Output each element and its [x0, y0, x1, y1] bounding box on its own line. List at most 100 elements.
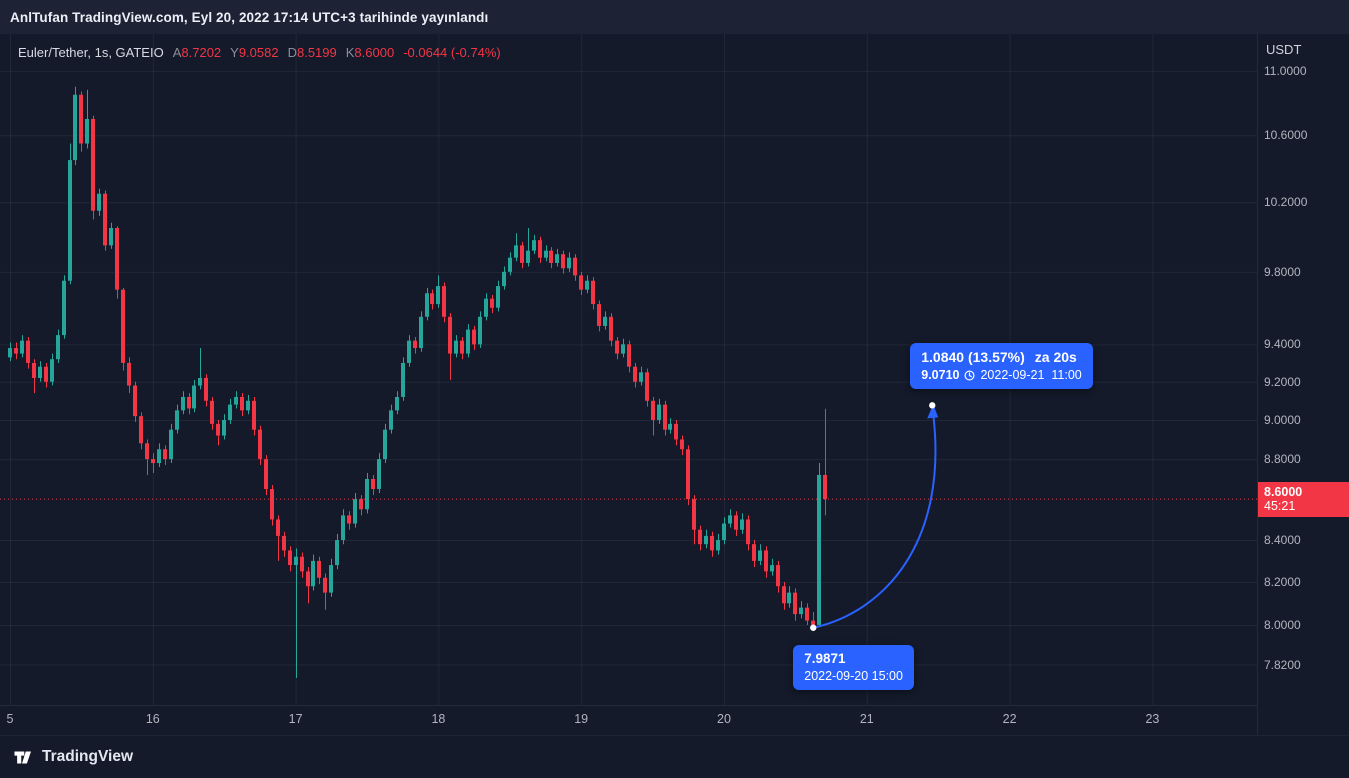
time-axis[interactable]: 5 16 17 18 19 20 21 22 23 — [0, 705, 1257, 735]
time-axis-label: 17 — [288, 712, 303, 726]
candle-body — [782, 586, 786, 604]
candle-body — [555, 254, 559, 263]
candle-body — [573, 257, 577, 276]
legend-close: K 8.6000 — [346, 45, 394, 60]
candle-body — [579, 275, 583, 290]
price-axis-label: 10.6000 — [1264, 128, 1308, 143]
candle-body — [163, 449, 167, 460]
projection-target-callout[interactable]: 1.0840 (13.57%) za 20s 9.0710 2022-09-21… — [910, 343, 1093, 390]
candle-body — [633, 366, 637, 382]
projection-change-row: 1.0840 (13.57%) za 20s — [921, 349, 1081, 365]
candle-body — [270, 489, 274, 520]
candle-body — [276, 519, 280, 536]
candle-body — [460, 340, 464, 354]
candle-body — [210, 400, 214, 424]
price-axis-label: 10.2000 — [1264, 195, 1308, 210]
candle-body — [187, 396, 191, 409]
candle-body — [216, 423, 220, 436]
candle-body — [335, 540, 339, 566]
candle-body — [746, 519, 750, 545]
candle-body — [91, 118, 95, 211]
candle-body — [793, 592, 797, 615]
candle-body — [734, 515, 738, 530]
candle-body — [668, 423, 672, 430]
candle-body — [728, 515, 732, 524]
candle-body — [567, 257, 571, 269]
candle-body — [770, 565, 774, 572]
projection-target-price: 9.0710 — [921, 368, 960, 383]
clock-icon — [964, 370, 975, 381]
candle-body — [484, 298, 488, 317]
low-datetime-row: 2022-09-20 15:00 — [804, 669, 903, 683]
candle-body — [377, 459, 381, 490]
candle-body — [365, 478, 369, 510]
candle-body — [157, 449, 161, 464]
price-axis-label: 9.0000 — [1264, 413, 1301, 427]
candle-body — [109, 227, 113, 246]
footer-bar: TradingView — [0, 735, 1349, 778]
candle-body — [490, 298, 494, 308]
candle-body — [323, 577, 327, 593]
candle-body — [817, 474, 821, 625]
candle-body — [228, 404, 232, 420]
candle-body — [258, 429, 262, 460]
candle-body — [639, 372, 643, 382]
candle-body — [133, 385, 137, 417]
candle-body — [103, 193, 107, 246]
candle-body — [448, 316, 452, 354]
projection-change-text: 1.0840 (13.57%) — [921, 349, 1025, 366]
candle-body — [85, 118, 89, 144]
candle-body — [805, 607, 809, 621]
candle-body — [169, 429, 173, 460]
symbol-legend[interactable]: Euler/Tether, 1s, GATEIO A 8.7202 Y 9.0582… — [18, 45, 501, 60]
candle-body — [722, 523, 726, 541]
price-chart-canvas[interactable] — [0, 34, 1257, 705]
candle-body — [698, 529, 702, 545]
candle-body — [389, 410, 393, 430]
candle-body — [62, 280, 66, 336]
candle-body — [20, 340, 24, 354]
candle-body — [657, 404, 661, 420]
open-value: 8.7202 — [181, 45, 222, 60]
candle-body — [311, 560, 315, 587]
tradingview-logo-icon[interactable] — [13, 747, 34, 768]
candle-body — [121, 289, 125, 363]
candle-body — [740, 519, 744, 530]
projection-duration-text: za 20s — [1034, 349, 1077, 366]
candle-body — [407, 340, 411, 363]
chart-region: Euler/Tether, 1s, GATEIO A 8.7202 Y 9.0582… — [0, 34, 1257, 735]
low-value: 8.5199 — [296, 45, 337, 60]
low-price-text: 7.9871 — [804, 650, 846, 666]
price-axis-label: 9.4000 — [1264, 337, 1301, 352]
candle-body — [252, 400, 256, 430]
candle-body — [115, 227, 119, 290]
candle-body — [246, 400, 250, 411]
candle-body — [79, 94, 83, 144]
legend-high: Y 9.0582 — [230, 45, 278, 60]
price-axis-label: 8.4000 — [1264, 533, 1301, 548]
price-axis-label: 8.8000 — [1264, 452, 1301, 467]
candle-body — [645, 372, 649, 401]
candle-body — [776, 565, 780, 587]
tradingview-logo-text[interactable]: TradingView — [42, 748, 134, 765]
candle-body — [514, 245, 518, 258]
candle-body — [680, 439, 684, 450]
candle-body — [347, 515, 351, 524]
candle-body — [496, 286, 500, 308]
candle-body — [50, 359, 54, 382]
candle-body — [466, 329, 470, 354]
candle-body — [264, 459, 268, 490]
candle-body — [526, 250, 530, 263]
current-price-badge: 8.6000 45:21 — [1258, 482, 1349, 518]
price-axis-label: 9.8000 — [1264, 264, 1301, 279]
legend-low: D 8.5199 — [288, 45, 337, 60]
low-point-dot — [810, 624, 817, 631]
projection-detail-row: 9.0710 2022-09-21 11:00 — [921, 368, 1081, 382]
price-axis[interactable]: USDT 8.6000 45:21 11.0000 10.6000 10.2000 9… — [1257, 34, 1349, 735]
time-axis-label: 21 — [859, 712, 874, 726]
candle-body — [674, 423, 678, 440]
price-axis-label: 8.0000 — [1264, 617, 1301, 632]
low-point-callout[interactable]: 7.9871 2022-09-20 15:00 — [793, 644, 914, 690]
candle-body — [68, 160, 72, 281]
